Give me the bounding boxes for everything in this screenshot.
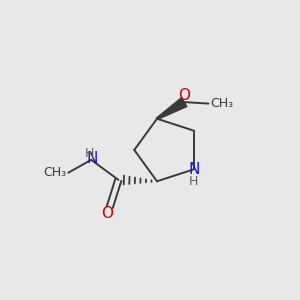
Text: O: O: [178, 88, 190, 103]
Text: CH₃: CH₃: [44, 166, 67, 179]
Text: O: O: [101, 206, 113, 221]
Text: N: N: [188, 162, 200, 177]
Text: N: N: [86, 151, 98, 166]
Text: H: H: [189, 175, 199, 188]
Polygon shape: [157, 98, 187, 119]
Text: H: H: [85, 147, 94, 160]
Text: CH₃: CH₃: [210, 97, 233, 110]
